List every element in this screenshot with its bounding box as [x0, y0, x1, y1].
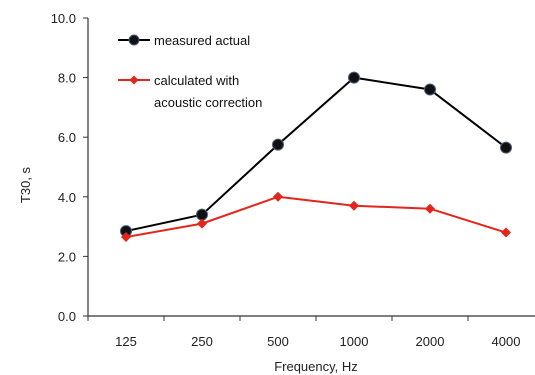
- x-axis-title: Frequency, Hz: [274, 359, 358, 374]
- data-point-2: [425, 203, 435, 214]
- y-tick-label: 10.0: [51, 11, 76, 26]
- axes: [83, 17, 535, 321]
- x-tick-label: 4000: [492, 334, 521, 349]
- x-tick-label: 125: [115, 334, 137, 349]
- data-point-2: [501, 227, 511, 238]
- data-point-1: [500, 141, 512, 154]
- legend: measured actual calculated with acoustic c…: [118, 33, 262, 110]
- data-series: [120, 71, 512, 243]
- y-tick-label: 2.0: [58, 249, 76, 264]
- legend-label-1: measured actual: [154, 33, 250, 48]
- x-tick-label: 1000: [340, 334, 369, 349]
- data-point-2: [273, 191, 283, 202]
- data-point-1: [424, 83, 436, 96]
- legend-label-2: acoustic correction: [154, 95, 262, 110]
- y-tick-label: 6.0: [58, 130, 76, 145]
- legend-marker-2: [129, 75, 139, 85]
- data-point-1: [348, 71, 360, 84]
- legend-marker-1: [128, 34, 140, 46]
- data-point-2: [349, 200, 359, 211]
- y-tick-label: 8.0: [58, 71, 76, 86]
- y-tick-label: 0.0: [58, 309, 76, 324]
- x-tick-label: 250: [191, 334, 213, 349]
- x-tick-label: 500: [267, 334, 289, 349]
- x-tick-label: 2000: [416, 334, 445, 349]
- data-point-2: [121, 232, 131, 243]
- y-tick-label: 4.0: [58, 190, 76, 205]
- series-line-2: [125, 195, 507, 239]
- y-axis-title: T30, s: [18, 166, 33, 203]
- tick-labels: 0.0 2.0 4.0 6.0 8.0 10.0 125 250 500 1000 2000 4000: [51, 11, 521, 349]
- data-point-1: [272, 138, 284, 151]
- data-point-2: [197, 218, 207, 229]
- data-point-1: [196, 208, 208, 221]
- legend-label-2: calculated with: [154, 73, 239, 88]
- series-line-1: [125, 76, 507, 233]
